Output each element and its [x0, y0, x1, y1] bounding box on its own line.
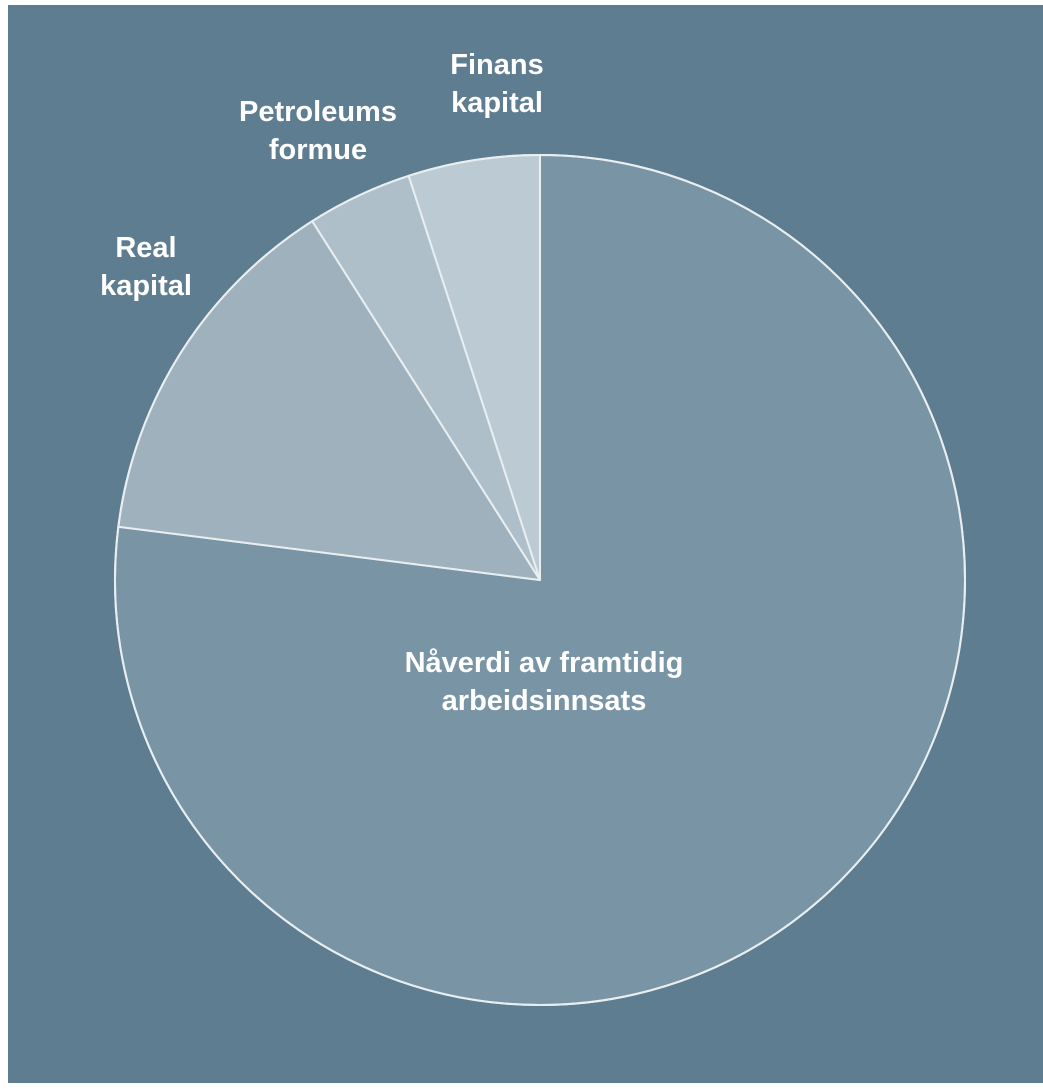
- slice-label-line: Finans: [450, 49, 543, 81]
- slice-label-line: formue: [269, 134, 367, 166]
- slice-label-line: arbeidsinnsats: [442, 685, 647, 717]
- slice-labels: Nåverdi av framtidig arbeidsinnsats Real ka…: [100, 49, 683, 717]
- slice-label-line: kapital: [451, 87, 543, 119]
- slice-label-2: Real kapital: [100, 232, 192, 302]
- pie-slices: [114, 154, 966, 1006]
- slice-label-line: Real: [115, 232, 176, 264]
- slice-label-line: kapital: [100, 270, 192, 302]
- slice-label-1: Nåverdi av framtidig arbeidsinnsats: [405, 647, 684, 717]
- slice-label-3: Petroleums formue: [239, 96, 397, 166]
- pie-outline: [114, 154, 966, 1006]
- slice-label-4: Finans kapital: [450, 49, 543, 119]
- slice-label-line: Petroleums: [239, 96, 397, 128]
- slice-label-line: Nåverdi av framtidig: [405, 647, 684, 679]
